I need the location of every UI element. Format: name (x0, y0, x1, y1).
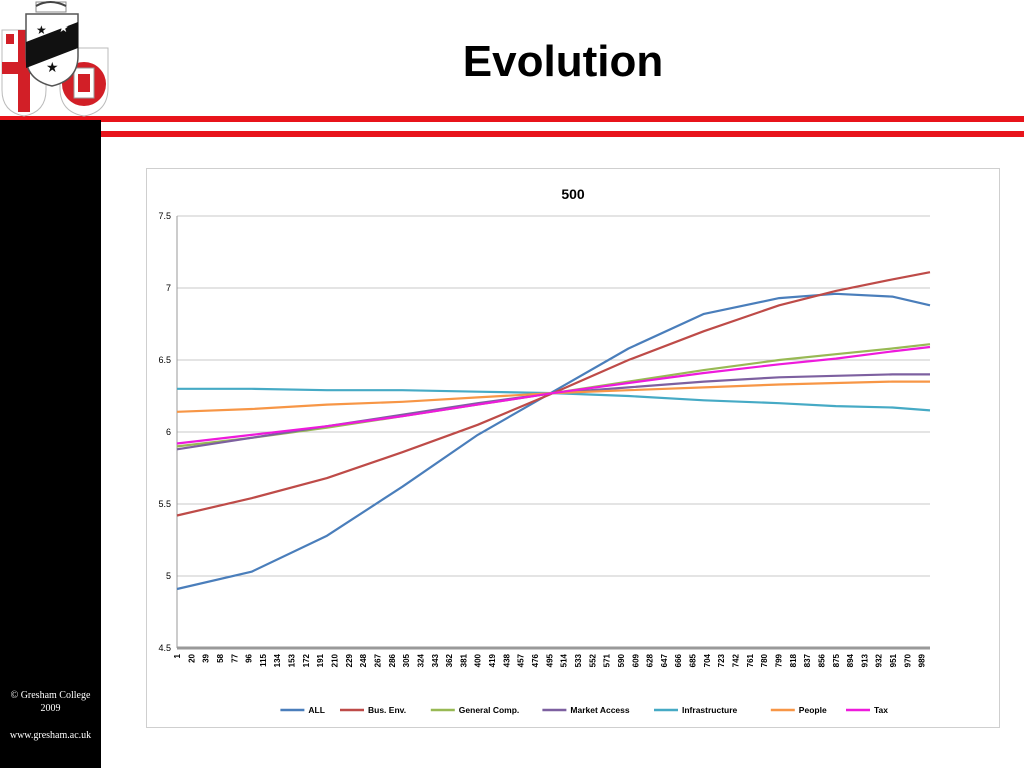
slide-title: Evolution (462, 37, 664, 86)
legend-label: Market Access (570, 705, 629, 715)
legend-label: Infrastructure (682, 705, 738, 715)
x-tick-label: 58 (216, 653, 225, 662)
x-tick-label: 856 (817, 653, 826, 667)
x-tick-label: 514 (560, 653, 569, 667)
x-tick-label: 77 (230, 653, 239, 662)
x-tick-label: 704 (703, 653, 712, 667)
x-tick-label: 723 (717, 653, 726, 667)
y-tick-label: 7.5 (158, 211, 171, 221)
x-tick-label: 419 (488, 653, 497, 667)
series-line (176, 373, 930, 451)
x-tick-label: 875 (832, 653, 841, 667)
x-tick-label: 457 (517, 653, 526, 667)
x-tick-label: 20 (187, 653, 196, 662)
x-tick-label: 210 (331, 653, 340, 667)
x-tick-label: 438 (502, 653, 511, 667)
x-tick-label: 666 (674, 653, 683, 667)
footer-year: 2009 (40, 703, 61, 714)
x-axis: 1 20 39 58 77 96 115 134 153 172 191 210 229 248 267 28… (173, 653, 927, 667)
legend-label: Tax (874, 705, 888, 715)
x-tick-label: 362 (445, 653, 454, 667)
x-tick-label: 989 (918, 653, 927, 667)
x-tick-label: 818 (789, 653, 798, 667)
x-tick-label: 191 (316, 653, 325, 667)
legend-item: Market Access (542, 705, 630, 715)
x-tick-label: 343 (431, 653, 440, 667)
chart-legend: ALL Bus. Env. General Comp. Market Access In… (280, 705, 888, 715)
x-tick-label: 153 (288, 653, 297, 667)
x-tick-label: 172 (302, 653, 311, 667)
x-tick-label: 552 (588, 653, 597, 667)
y-tick-label: 6 (166, 427, 171, 437)
header-divider-top (101, 116, 1024, 122)
y-tick-label: 5.5 (158, 499, 171, 509)
left-sidebar (0, 120, 101, 768)
series-line (177, 387, 931, 412)
series-lines (176, 271, 931, 591)
series-line (176, 271, 931, 517)
x-tick-label: 229 (345, 653, 354, 667)
footer-copyright: © Gresham College (10, 690, 91, 701)
legend-item: Tax (846, 705, 888, 715)
gresham-college-crest-logo: ★ ★ ★ (1, 1, 109, 117)
x-tick-label: 837 (803, 653, 812, 667)
x-tick-label: 134 (273, 653, 282, 667)
x-tick-label: 96 (245, 653, 254, 662)
x-tick-label: 894 (846, 653, 855, 667)
header-divider-bottom (101, 131, 1024, 137)
x-tick-label: 647 (660, 653, 669, 667)
x-tick-label: 590 (617, 653, 626, 667)
legend-item: People (770, 705, 827, 715)
y-axis: 4.5 5 5.5 6 6.5 7 7.5 (158, 211, 178, 653)
x-tick-label: 324 (416, 653, 425, 667)
x-tick-label: 267 (373, 653, 382, 667)
legend-label: People (799, 705, 827, 715)
legend-item: ALL (280, 705, 325, 715)
x-tick-label: 39 (202, 653, 211, 662)
x-tick-label: 476 (531, 653, 540, 667)
legend-item: Infrastructure (654, 705, 738, 715)
series-line (176, 380, 930, 413)
x-tick-label: 742 (732, 653, 741, 667)
x-tick-label: 400 (474, 653, 483, 667)
x-tick-label: 761 (746, 653, 755, 667)
x-tick-label: 381 (459, 653, 468, 667)
legend-item: General Comp. (430, 705, 519, 715)
y-tick-label: 4.5 (158, 643, 171, 653)
x-tick-label: 571 (603, 653, 612, 667)
chart-container: 500 4.5 5 5.5 6 6.5 7 7.5 1 20 39 58 77 96 115 134 153… (146, 168, 1000, 728)
x-tick-label: 932 (875, 653, 884, 667)
x-tick-label: 951 (889, 653, 898, 667)
x-tick-label: 780 (760, 653, 769, 667)
x-tick-label: 685 (689, 653, 698, 667)
x-tick-label: 609 (631, 653, 640, 667)
legend-label: ALL (308, 705, 325, 715)
x-tick-label: 248 (359, 653, 368, 667)
line-chart: 500 4.5 5 5.5 6 6.5 7 7.5 1 20 39 58 77 96 115 134 153… (158, 186, 931, 715)
x-tick-label: 913 (860, 653, 869, 667)
x-tick-label: 115 (259, 653, 268, 666)
x-tick-label: 970 (903, 653, 912, 667)
legend-label: General Comp. (459, 705, 519, 715)
x-tick-label: 305 (402, 653, 411, 667)
chart-title: 500 (561, 186, 585, 202)
y-tick-label: 7 (166, 283, 171, 293)
series-line (176, 345, 931, 445)
x-tick-label: 628 (646, 653, 655, 667)
svg-text:★: ★ (36, 23, 47, 37)
svg-text:★: ★ (46, 59, 59, 75)
x-tick-label: 495 (545, 653, 554, 667)
x-tick-label: 1 (173, 653, 182, 658)
x-tick-label: 799 (774, 653, 783, 667)
sidebar-accent-strip (0, 116, 101, 120)
series-line (176, 292, 931, 591)
svg-text:★: ★ (58, 21, 69, 35)
legend-item: Bus. Env. (340, 705, 406, 715)
x-tick-label: 533 (574, 653, 583, 667)
y-tick-label: 5 (166, 571, 171, 581)
y-tick-label: 6.5 (158, 355, 171, 365)
x-tick-label: 286 (388, 653, 397, 667)
legend-label: Bus. Env. (368, 705, 406, 715)
footer-url[interactable]: www.gresham.ac.uk (9, 730, 92, 741)
